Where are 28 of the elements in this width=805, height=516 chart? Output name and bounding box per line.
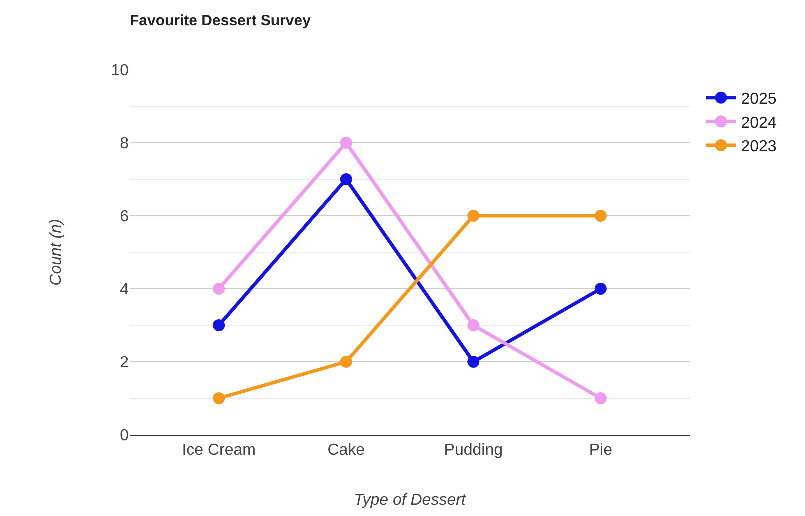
point — [340, 356, 352, 368]
point — [594, 283, 607, 295]
y-tick-label: 8 — [120, 136, 130, 153]
x-tick-label: Pie — [589, 442, 613, 460]
point — [340, 174, 352, 186]
chart-title: Favourite Dessert Survey — [130, 12, 312, 30]
y-tick-label: 0 — [120, 428, 130, 445]
x-tick-label: Ice Cream — [182, 442, 256, 460]
x-tick-label: Cake — [328, 442, 366, 460]
point — [594, 210, 607, 222]
y-axis-title: Count (n) — [48, 219, 66, 286]
x-tick-label: Pudding — [444, 442, 503, 460]
y-tick-label: 6 — [120, 208, 130, 226]
legend-label: 2024 — [741, 114, 777, 132]
point — [213, 283, 226, 295]
x-axis-title: Type of Dessert — [354, 492, 466, 509]
y-tick-label: 4 — [120, 282, 130, 299]
point — [468, 320, 480, 332]
y-tick-label: 10 — [111, 62, 130, 80]
legend-label: 2023 — [741, 138, 777, 156]
y-tick-label: 2 — [120, 354, 130, 372]
point — [213, 320, 226, 332]
point — [213, 392, 226, 404]
point — [468, 356, 480, 368]
point — [468, 210, 480, 222]
legend-label: 2025 — [741, 91, 777, 108]
point — [340, 137, 352, 149]
point — [594, 392, 607, 404]
